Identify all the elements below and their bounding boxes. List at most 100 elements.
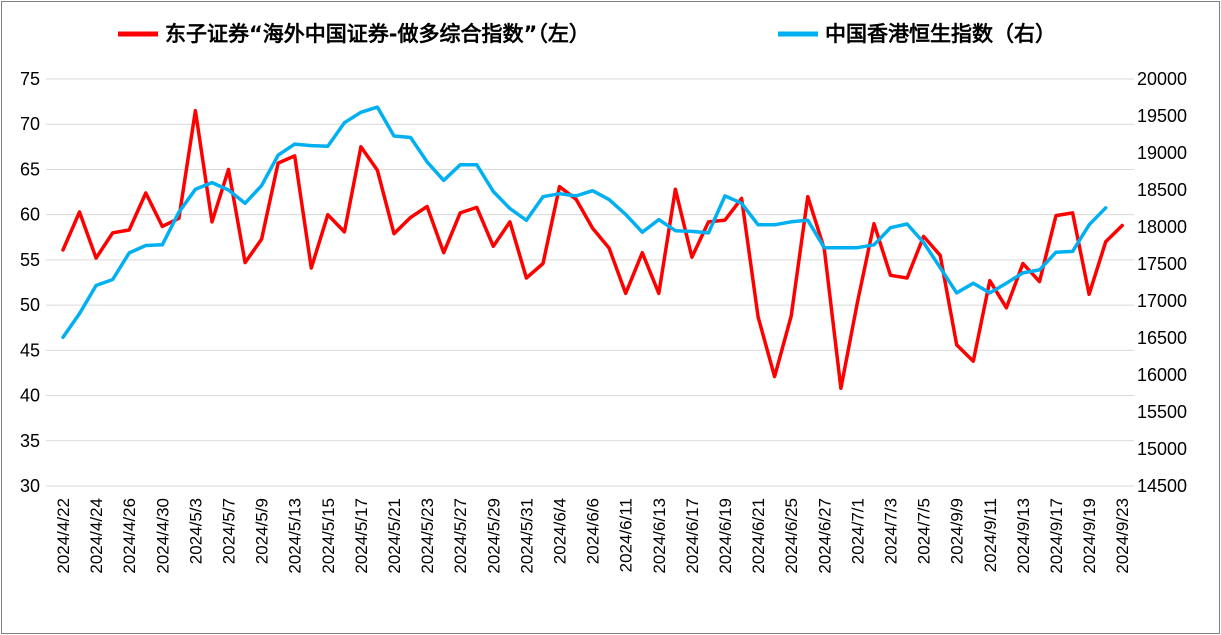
x-tick-label: 2024/6/11 xyxy=(617,498,636,572)
data-point-left xyxy=(1038,280,1041,283)
x-axis-ticks: 2024/4/22 2024/4/24 2024/4/26 2024/4/30 2024… xyxy=(54,498,1132,574)
data-point-right xyxy=(922,241,925,244)
data-point-right xyxy=(95,284,97,287)
data-point-left xyxy=(492,245,495,248)
data-point-left xyxy=(1022,262,1024,265)
data-point-left xyxy=(624,292,627,295)
y-right-tick-label: 17000 xyxy=(1137,291,1187,311)
data-point-left xyxy=(1088,293,1090,296)
data-point-right xyxy=(906,223,908,225)
data-point-left xyxy=(111,232,114,234)
data-point-right xyxy=(442,179,445,182)
data-point-left xyxy=(939,254,941,257)
data-point-left xyxy=(293,155,296,157)
data-point-right xyxy=(376,106,379,108)
y-right-tick-label: 18000 xyxy=(1137,217,1187,237)
series-line-left xyxy=(61,108,1124,391)
data-point-left xyxy=(426,205,428,208)
y-right-tick-label: 16500 xyxy=(1137,328,1187,348)
legend-label-left: 东子证券“海外中国证券-做多综合指数”（左） xyxy=(165,22,590,46)
data-point-right xyxy=(624,213,627,216)
data-point-left xyxy=(525,277,528,279)
x-tick-label: 2024/7/1 xyxy=(848,498,867,564)
data-point-right xyxy=(575,195,577,197)
data-point-right xyxy=(211,181,213,184)
left-axis-ticks: 30 35 40 45 50 55 60 65 70 75 xyxy=(20,69,40,496)
data-point-right xyxy=(293,143,296,145)
x-tick-label: 2024/9/11 xyxy=(981,498,1000,572)
x-tick-label: 2024/4/30 xyxy=(153,498,172,574)
y-right-tick-label: 20000 xyxy=(1137,69,1187,89)
data-point-right xyxy=(244,202,246,205)
legend: 东子证券“海外中国证券-做多综合指数”（左） 中国香港恒生指数（右） xyxy=(118,22,1056,46)
y-right-tick-label: 14500 xyxy=(1137,476,1187,496)
data-point-right xyxy=(972,282,975,285)
x-tick-label: 2024/6/17 xyxy=(683,498,702,574)
y-left-tick-label: 75 xyxy=(20,69,40,89)
data-point-left xyxy=(1071,212,1074,214)
data-point-left xyxy=(95,257,97,259)
data-point-right xyxy=(1055,251,1057,253)
x-tick-label: 2024/5/31 xyxy=(517,498,536,574)
data-point-left xyxy=(442,251,445,254)
x-tick-label: 2024/5/7 xyxy=(220,498,239,564)
data-point-left xyxy=(790,315,792,317)
y-left-tick-label: 35 xyxy=(20,431,40,451)
x-tick-label: 2024/6/19 xyxy=(716,498,735,574)
data-point-right xyxy=(145,244,147,247)
data-point-left xyxy=(873,222,875,225)
x-tick-label: 2024/6/13 xyxy=(650,498,669,574)
data-point-right xyxy=(111,278,114,281)
x-tick-label: 2024/4/22 xyxy=(54,498,73,574)
data-point-right xyxy=(790,221,792,223)
data-point-left xyxy=(343,231,346,233)
data-point-left xyxy=(78,211,81,213)
data-point-right xyxy=(939,266,941,269)
y-left-tick-label: 40 xyxy=(20,386,40,406)
y-left-tick-label: 45 xyxy=(20,340,40,360)
x-tick-label: 2024/9/23 xyxy=(1113,498,1132,574)
x-tick-label: 2024/6/27 xyxy=(815,498,834,574)
data-point-right xyxy=(360,111,362,114)
data-point-right xyxy=(1038,269,1041,271)
data-point-left xyxy=(277,162,279,164)
data-point-right xyxy=(740,202,743,205)
data-point-right xyxy=(591,189,594,192)
x-tick-label: 2024/9/9 xyxy=(948,498,967,564)
data-point-left xyxy=(906,277,908,279)
data-point-left xyxy=(542,262,544,265)
x-tick-label: 2024/9/17 xyxy=(1047,498,1066,574)
gridlines xyxy=(46,78,1134,487)
data-point-right xyxy=(194,188,197,191)
data-point-right xyxy=(889,226,892,229)
data-point-left xyxy=(591,227,594,229)
data-point-right xyxy=(492,190,495,193)
x-tick-label: 2024/5/27 xyxy=(451,498,470,574)
data-point-right xyxy=(62,336,64,339)
data-point-right xyxy=(1005,282,1008,285)
x-tick-label: 2024/7/5 xyxy=(915,498,934,564)
data-point-right xyxy=(1104,207,1107,209)
data-point-left xyxy=(327,213,329,216)
y-right-tick-label: 15000 xyxy=(1137,439,1187,459)
data-point-right xyxy=(227,189,230,191)
y-right-tick-label: 15500 xyxy=(1137,402,1187,422)
data-point-left xyxy=(178,217,180,220)
data-point-left xyxy=(658,292,660,295)
y-right-tick-label: 19500 xyxy=(1137,106,1187,126)
data-point-right xyxy=(608,198,610,201)
data-point-right xyxy=(658,218,660,221)
x-tick-label: 2024/5/17 xyxy=(352,498,371,574)
series-lines xyxy=(61,105,1124,391)
data-point-right xyxy=(409,136,412,139)
data-point-left xyxy=(244,261,246,264)
data-point-left xyxy=(409,216,412,219)
x-tick-label: 2024/6/21 xyxy=(749,498,768,574)
x-tick-label: 2024/5/3 xyxy=(186,498,205,564)
data-point-left xyxy=(260,238,263,240)
data-point-right xyxy=(525,219,528,222)
data-point-right xyxy=(807,219,809,222)
data-point-left xyxy=(459,212,462,214)
data-point-right xyxy=(1071,250,1074,253)
